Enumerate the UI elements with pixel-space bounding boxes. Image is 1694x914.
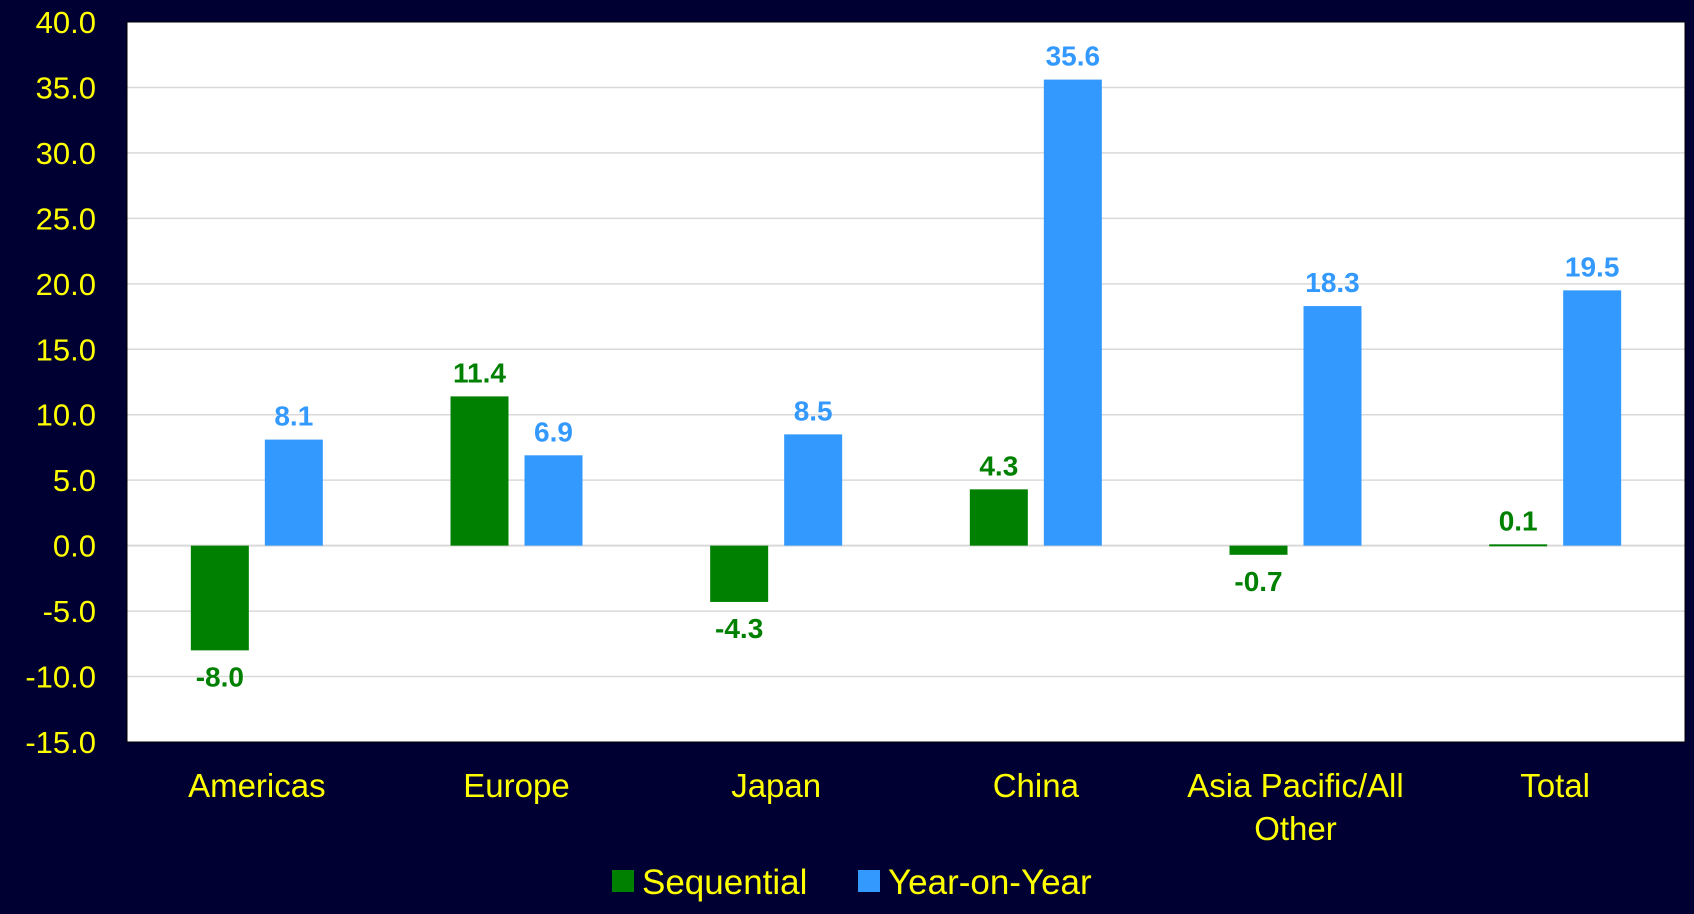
data-label: 18.3 — [1305, 267, 1360, 298]
plot-border — [126, 21, 1686, 743]
x-category-label: Europe — [463, 767, 569, 804]
data-label: 0.1 — [1499, 505, 1538, 536]
sequential-bar — [190, 545, 249, 651]
x-category-label: Japan — [731, 767, 821, 804]
y-tick-label: 25.0 — [36, 201, 96, 236]
data-label: 19.5 — [1565, 251, 1620, 282]
y-tick-label: 10.0 — [36, 398, 96, 433]
sequential-bar — [1229, 545, 1288, 555]
y-tick-label: -5.0 — [43, 594, 96, 629]
legend-label: Sequential — [642, 863, 807, 902]
y-tick-label: 0.0 — [53, 529, 96, 564]
year-on-year-bar — [784, 434, 843, 546]
y-tick-label: -15.0 — [25, 725, 96, 760]
year-on-year-bar — [1043, 79, 1102, 546]
x-category-label: Americas — [188, 767, 326, 804]
year-on-year-legend-swatch — [858, 870, 880, 892]
legend-label: Year-on-Year — [888, 863, 1092, 902]
sequential-bar — [1489, 544, 1548, 547]
plot-area — [127, 22, 1685, 742]
data-label: 8.5 — [794, 395, 833, 426]
data-label: 35.6 — [1046, 41, 1101, 72]
y-tick-label: 30.0 — [36, 136, 96, 171]
data-label: 8.1 — [274, 401, 313, 432]
sequential-bar — [969, 489, 1028, 546]
data-label: -0.7 — [1234, 566, 1282, 597]
data-label: -4.3 — [715, 613, 763, 644]
y-tick-label: 5.0 — [53, 463, 96, 498]
y-tick-label: 15.0 — [36, 332, 96, 367]
y-tick-label: 35.0 — [36, 70, 96, 105]
x-category-label: Total — [1520, 767, 1590, 804]
sequential-bar — [450, 396, 509, 546]
data-label: -8.0 — [196, 661, 244, 692]
x-category-label: China — [993, 767, 1080, 804]
year-on-year-bar — [1563, 290, 1622, 546]
x-category-label: Other — [1254, 810, 1337, 847]
sequential-bar — [710, 545, 769, 602]
data-label: 6.9 — [534, 416, 573, 447]
data-label: 11.4 — [453, 357, 506, 388]
sequential-legend-swatch — [612, 870, 634, 892]
year-on-year-bar — [264, 439, 323, 546]
y-tick-label: 40.0 — [36, 5, 96, 40]
y-tick-label: 20.0 — [36, 267, 96, 302]
data-label: 4.3 — [979, 450, 1018, 481]
year-on-year-bar — [524, 455, 583, 546]
y-tick-label: -10.0 — [25, 660, 96, 695]
x-category-label: Asia Pacific/All — [1187, 767, 1403, 804]
year-on-year-bar — [1303, 306, 1362, 546]
